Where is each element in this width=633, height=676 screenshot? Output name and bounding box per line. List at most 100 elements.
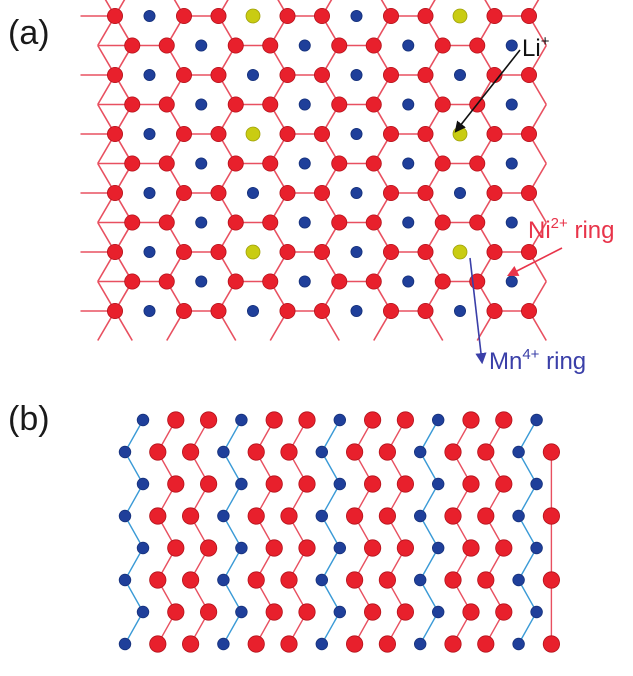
- mn-atom: [350, 69, 363, 82]
- ni-atom: [382, 302, 399, 319]
- mn-atom: [453, 186, 466, 199]
- chain-ni-atom: [396, 411, 414, 429]
- ni-atom: [521, 184, 538, 201]
- chain-mn-atom: [136, 413, 150, 427]
- panel-a-label: (a): [8, 14, 50, 52]
- chain-ni-atom: [200, 539, 218, 557]
- chain-mn-atom: [136, 477, 150, 491]
- ni-atom: [469, 155, 486, 172]
- ni-atom: [175, 67, 192, 84]
- mn-atom: [350, 304, 363, 317]
- mn-atom: [505, 157, 518, 170]
- panel-a-atoms: [107, 7, 538, 319]
- ni-atom: [175, 302, 192, 319]
- ni-atom: [331, 155, 348, 172]
- ni-atom: [313, 67, 330, 84]
- ni-atom: [107, 302, 124, 319]
- chain-mn-atom: [217, 509, 230, 523]
- ni-atom: [279, 7, 296, 24]
- ni-atom: [279, 243, 296, 260]
- chain-mn-atom: [217, 637, 230, 651]
- chain-mn-atom: [118, 445, 132, 459]
- chain-mn-atom: [235, 541, 248, 555]
- chain-ni-atom: [477, 635, 495, 653]
- chain-ni-atom: [462, 603, 480, 621]
- chain-mn-atom: [432, 541, 445, 555]
- chain-mn-atom: [512, 573, 525, 587]
- ni-atom: [279, 126, 296, 143]
- ni-atom: [521, 243, 538, 260]
- chain-ni-atom: [396, 603, 414, 621]
- ni-atom: [227, 214, 244, 231]
- chain-ni-atom: [345, 571, 364, 589]
- chain-ni-atom: [167, 539, 185, 557]
- chain-ni-atom: [444, 443, 462, 461]
- chain-ni-atom: [280, 507, 298, 525]
- ni-atom: [434, 273, 451, 290]
- ni-atom: [434, 37, 451, 54]
- ni-atom: [210, 243, 227, 260]
- ni-atom: [107, 126, 124, 143]
- ni-atom: [434, 214, 451, 231]
- ni-atom: [279, 67, 296, 84]
- ni-atom: [210, 67, 227, 84]
- chain-ni-atom: [477, 571, 495, 589]
- chain-mn-atom: [333, 477, 347, 491]
- ni-atom: [382, 184, 399, 201]
- mn-atom: [143, 127, 156, 140]
- ni-atom: [262, 96, 279, 113]
- mn-atom: [246, 186, 259, 199]
- chain-ni-atom: [265, 411, 283, 429]
- ni-atom: [417, 243, 434, 260]
- chain-mn-atom: [432, 605, 445, 619]
- ni-atom: [365, 214, 382, 231]
- ni-atom: [486, 126, 503, 143]
- chain-ni-atom: [378, 443, 396, 461]
- ni-atom: [313, 126, 330, 143]
- ni-arrow: [507, 247, 563, 277]
- chain-ni-atom: [280, 571, 298, 589]
- chain-ni-atom: [444, 571, 462, 589]
- mn-atom: [350, 9, 363, 22]
- mn-atom: [453, 304, 466, 317]
- ni-atom: [227, 96, 244, 113]
- ni-atom: [469, 37, 486, 54]
- mn-atom: [298, 98, 311, 111]
- mn-atom: [195, 157, 208, 170]
- ni-atom: [486, 7, 503, 24]
- mn-atom: [143, 186, 156, 199]
- li-arrow: [454, 49, 521, 133]
- ni-atom: [158, 214, 175, 231]
- chain-mn-atom: [530, 605, 543, 619]
- chain-ni-atom: [378, 507, 396, 525]
- li-atom: [452, 126, 468, 142]
- mn-atom: [195, 39, 208, 52]
- ni-atom: [262, 214, 279, 231]
- mn-atom: [298, 39, 311, 52]
- chain-ni-atom: [182, 443, 200, 461]
- panel-b-label: (b): [8, 400, 50, 438]
- mn-ring-label: Mn4+ ring: [489, 346, 586, 375]
- chain-ni-atom: [149, 571, 167, 589]
- ni-atom: [124, 155, 141, 172]
- ni-atom: [434, 155, 451, 172]
- ni-atom: [417, 126, 434, 143]
- chain-mn-atom: [333, 541, 347, 555]
- chain-ni-atom: [298, 475, 316, 493]
- mn-atom: [505, 98, 518, 111]
- mn-atom: [143, 304, 156, 317]
- ni-atom: [279, 302, 296, 319]
- chain-ni-atom: [345, 507, 364, 525]
- ni-atom: [313, 7, 330, 24]
- chain-ni-atom: [345, 635, 364, 653]
- mn-atom: [195, 275, 208, 288]
- ni-atom: [124, 214, 141, 231]
- chain-ni-atom: [363, 475, 382, 493]
- chain-ni-atom: [477, 443, 495, 461]
- chain-ni-atom: [247, 635, 265, 653]
- ni-atom: [107, 243, 124, 260]
- chain-ni-atom: [363, 411, 382, 429]
- li-atom: [245, 126, 261, 142]
- chain-mn-atom: [414, 445, 427, 459]
- chain-mn-atom: [333, 413, 347, 427]
